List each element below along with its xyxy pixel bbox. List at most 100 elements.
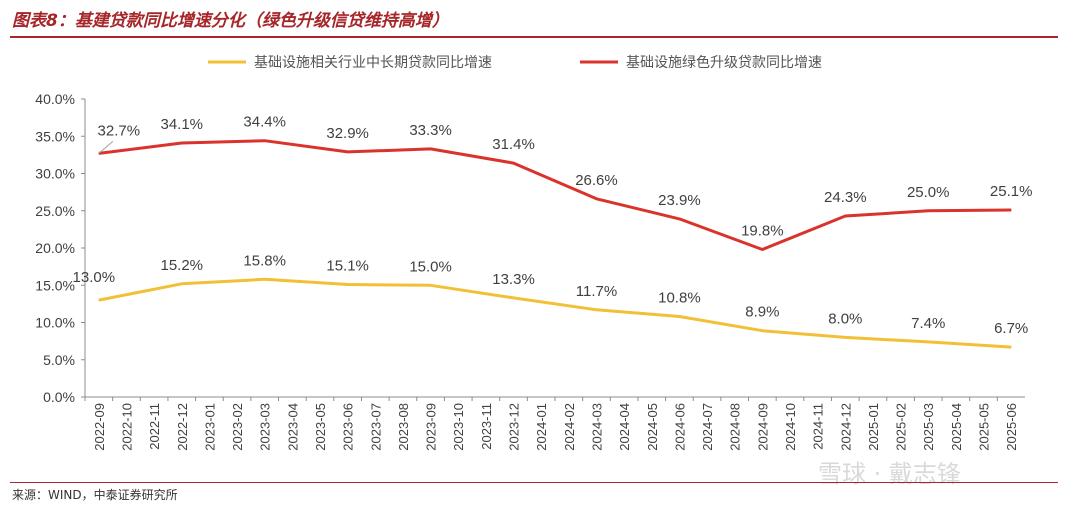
data-label: 24.3% [824,189,867,206]
data-label: 6.7% [994,320,1028,337]
data-point [595,309,597,311]
data-point [264,278,266,280]
x-tick-label: 2023-06 [341,403,356,451]
y-tick-label: 5.0% [43,352,75,368]
data-label: 32.7% [98,122,141,139]
data-label: 8.0% [828,310,862,327]
data-point [761,248,763,250]
title-divider [10,36,1058,38]
x-tick-label: 2024-01 [534,403,549,451]
x-tick-label: 2024-10 [783,403,798,451]
x-tick-label: 2023-10 [451,403,466,451]
x-tick-label: 2024-12 [838,403,853,451]
x-tick-label: 2023-02 [230,403,245,451]
legend: 基础设施相关行业中长期贷款同比增速 基础设施绿色升级贷款同比增速 [208,54,822,71]
x-tick-label: 2022-09 [92,403,107,451]
y-tick-label: 15.0% [35,277,75,293]
data-label: 11.7% [576,283,617,300]
data-label: 19.8% [741,222,784,239]
x-tick-label: 2025-02 [894,403,909,451]
data-label: 25.1% [990,183,1033,200]
data-point [927,341,929,343]
legend-label: 基础设施相关行业中长期贷款同比增速 [254,54,492,71]
data-point [513,297,515,299]
x-tick-label: 2025-01 [866,403,881,451]
x-tick-label: 2023-11 [479,403,494,450]
y-tick-label: 25.0% [35,203,75,219]
data-label: 23.9% [658,192,701,209]
x-tick-label: 2024-04 [617,403,632,451]
x-tick-label: 2024-09 [755,403,770,451]
x-tick-label: 2023-04 [285,403,300,451]
data-label: 32.9% [326,125,369,142]
x-tick-label: 2023-03 [258,403,273,451]
data-label: 33.3% [409,122,452,139]
y-tick-label: 20.0% [35,240,75,256]
data-point [595,198,597,200]
y-tick-label: 30.0% [35,166,75,182]
data-point [1010,209,1012,211]
data-label: 34.4% [243,114,286,131]
x-tick-label: 2024-03 [589,403,604,451]
label-leader-line [98,141,114,154]
x-tick-label: 2023-01 [202,403,217,451]
data-point [181,142,183,144]
axes: 40.0% 35.0% 30.0% 25.0% 20.0% 15.0% 10.0% 5.0% 0… [35,91,1025,451]
data-label: 10.8% [658,290,701,307]
data-point [1010,346,1012,348]
series-line [98,277,1012,349]
series-layer [98,139,1012,349]
data-label: 15.1% [326,258,369,275]
data-point [347,151,349,153]
data-point [347,284,349,286]
x-tick-label: 2023-07 [368,403,383,451]
legend-label: 基础设施绿色升级贷款同比增速 [626,54,822,71]
x-tick-label: 2023-08 [396,403,411,451]
y-tick-label: 35.0% [35,128,75,144]
x-tick-label: 2022-10 [119,403,134,451]
data-point [678,218,680,220]
data-point [430,148,432,150]
data-label: 8.9% [745,304,779,321]
data-label: 15.8% [243,252,286,269]
source-divider [10,482,1058,483]
x-tick-label: 2024-07 [700,403,715,451]
data-point [678,316,680,318]
x-tick-label: 2024-05 [645,403,660,451]
data-label: 15.0% [409,258,452,275]
data-point [181,283,183,285]
data-point [430,284,432,286]
x-tick-label: 2024-02 [562,403,577,451]
series-line [98,139,1012,251]
y-tick-label: 10.0% [35,315,75,331]
watermark: 雪球 · 戴志锋 [818,460,961,488]
figure-title: 图表8：基建贷款同比增速分化（绿色升级信贷维持高增） [12,11,449,31]
x-tick-label: 2025-04 [949,403,964,451]
data-label: 25.0% [907,184,950,201]
data-label: 31.4% [492,136,535,153]
x-tick-label: 2024-11 [811,403,826,450]
x-tick-label: 2025-05 [977,403,992,451]
data-label: 7.4% [911,315,945,332]
data-point [264,140,266,142]
y-tick-label: 0.0% [43,389,75,405]
x-tick-label: 2023-09 [424,403,439,451]
data-point [513,162,515,164]
data-point [844,215,846,217]
x-tick-label: 2022-12 [175,403,190,451]
data-label: 13.3% [492,271,535,288]
x-tick-label: 2023-12 [507,403,522,451]
data-label: 13.0% [73,269,116,286]
x-tick-label: 2022-11 [147,403,162,450]
x-tick-label: 2025-06 [1004,403,1019,451]
data-point [761,330,763,332]
data-label: 34.1% [160,116,203,133]
data-point [844,336,846,338]
data-label: 26.6% [575,172,618,189]
x-tick-label: 2023-05 [313,403,328,451]
data-label: 15.2% [160,257,203,274]
source-note: 来源：WIND，中泰证券研究所 [12,488,178,502]
y-tick-label: 40.0% [35,91,75,107]
data-point [98,299,100,301]
